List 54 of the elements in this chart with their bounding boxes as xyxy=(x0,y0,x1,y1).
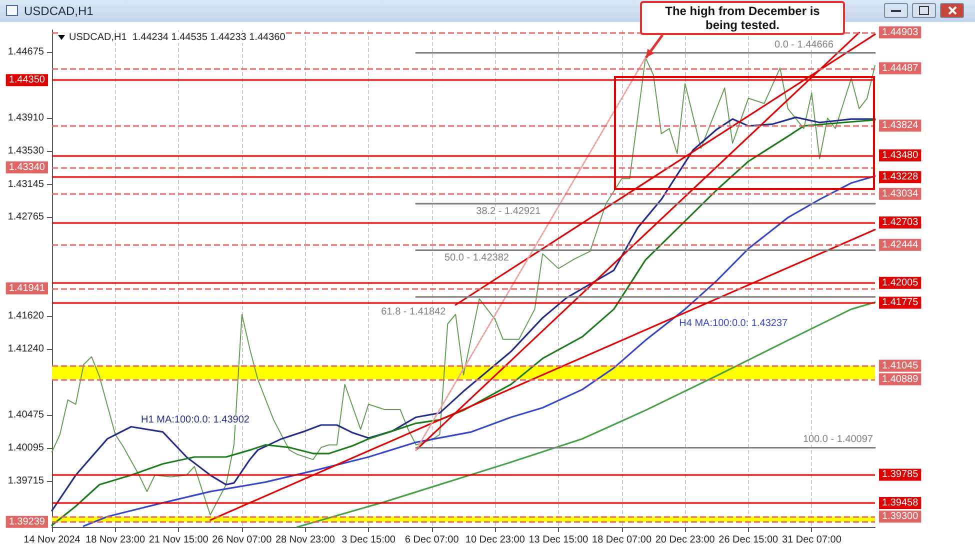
x-tick-label: 10 Dec 23:00 xyxy=(465,534,526,546)
chart-subtitle: USDCAD,H1 1.44234 1.44535 1.44233 1.44360 xyxy=(69,32,286,43)
series-label: H4 MA:100:0.0: 1.43237 xyxy=(679,318,788,329)
series-label: 61.8 - 1.41842 xyxy=(381,306,446,318)
ref-line-label: 1.41775 xyxy=(882,297,919,308)
x-tick-label: 28 Nov 23:00 xyxy=(275,534,336,546)
x-tick-label: 6 Dec 07:00 xyxy=(404,534,460,546)
ref-line-label: 1.39300 xyxy=(882,511,919,522)
y-tick-label: 1.40475 xyxy=(8,410,44,421)
x-tick-label: 13 Dec 15:00 xyxy=(528,534,589,546)
ref-line-label: 1.43340 xyxy=(8,162,46,173)
chart-title: USDCAD,H1 xyxy=(24,4,94,18)
ref-line-label: 1.43824 xyxy=(882,120,919,132)
ref-line-label: 1.44903 xyxy=(882,26,919,38)
y-tick-label: 1.40095 xyxy=(8,442,44,454)
x-tick-label: 31 Dec 07:00 xyxy=(782,534,842,546)
ref-line-label: 1.43034 xyxy=(882,188,919,200)
ref-line-label: 1.41045 xyxy=(882,360,919,372)
series-label: 50.0 - 1.42382 xyxy=(444,252,510,264)
ref-line-label: 1.39785 xyxy=(882,469,919,480)
x-tick-label: 18 Nov 23:00 xyxy=(86,534,146,546)
series-label: 0.0 - 1.44666 xyxy=(774,39,834,50)
y-tick-label: 1.41620 xyxy=(8,310,44,322)
x-tick-label: 26 Nov 07:00 xyxy=(212,534,272,546)
y-tick-label: 1.43530 xyxy=(8,146,44,157)
ref-line-label: 1.42444 xyxy=(882,239,919,250)
series-label: 100.0 - 1.40097 xyxy=(802,434,874,446)
line-series xyxy=(82,175,876,527)
y-tick-label: 1.41240 xyxy=(8,343,44,354)
series-label: 38.2 - 1.42921 xyxy=(476,206,542,218)
line-series xyxy=(296,301,876,528)
series-label: H1 MA:100:0.0: 1.43902 xyxy=(141,414,250,426)
ref-line-label: 1.44487 xyxy=(882,62,919,74)
x-tick-label: 3 Dec 15:00 xyxy=(342,534,396,546)
x-tick-label: 14 Nov 2024 xyxy=(24,534,81,546)
ref-line-label: 1.43480 xyxy=(882,150,919,161)
y-tick-label: 1.39715 xyxy=(8,475,44,486)
y-tick-label: 1.44675 xyxy=(8,46,44,58)
callout-box: The high from December is being tested. xyxy=(640,1,845,35)
y-tick-label: 1.42765 xyxy=(8,212,44,223)
ref-line-label: 1.42005 xyxy=(882,277,919,288)
y-tick-label: 1.43910 xyxy=(8,112,44,124)
ref-line-label: 1.39458 xyxy=(882,497,919,508)
ref-line-label: 1.41941 xyxy=(8,282,46,294)
ref-line-label: 1.43228 xyxy=(882,172,919,183)
ref-line-label: 1.40889 xyxy=(882,374,919,385)
ref-line-label: 1.42703 xyxy=(882,216,919,228)
x-tick-label: 20 Dec 23:00 xyxy=(655,534,716,546)
ref-line-label: 1.39239 xyxy=(8,516,46,528)
ref-line-label: 1.44350 xyxy=(8,74,46,86)
x-tick-label: 18 Dec 07:00 xyxy=(592,534,652,546)
x-tick-label: 21 Nov 15:00 xyxy=(148,534,209,546)
x-tick-label: 26 Dec 15:00 xyxy=(718,534,779,546)
y-tick-label: 1.43145 xyxy=(8,178,44,190)
